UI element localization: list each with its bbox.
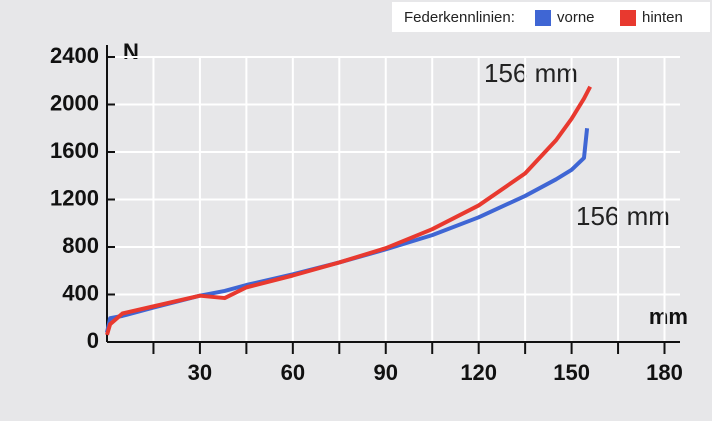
x-tick-label: 150 [553,360,590,385]
legend-label: hinten [642,9,683,26]
x-tick-label: 60 [281,360,305,385]
legend-swatch [620,10,636,26]
y-tick-label: 800 [62,233,99,258]
legend-title: Federkennlinien: [404,9,515,26]
y-axis-label: N [123,39,139,64]
x-tick-label: 120 [460,360,497,385]
y-tick-label: 2000 [50,90,99,115]
annotation: 156 mm [576,201,670,231]
x-tick-label: 180 [646,360,683,385]
x-tick-label: 90 [374,360,398,385]
legend-label: vorne [557,9,595,26]
y-tick-label: 400 [62,280,99,305]
series-line [105,85,592,336]
legend-swatch [535,10,551,26]
annotation: 156 mm [484,58,578,88]
y-tick-label: 2400 [50,43,99,68]
y-tick-label: 0 [87,328,99,353]
x-tick-label: 30 [188,360,212,385]
y-tick-label: 1600 [50,138,99,163]
x-axis-label: mm [649,304,688,329]
y-tick-label: 1200 [50,185,99,210]
